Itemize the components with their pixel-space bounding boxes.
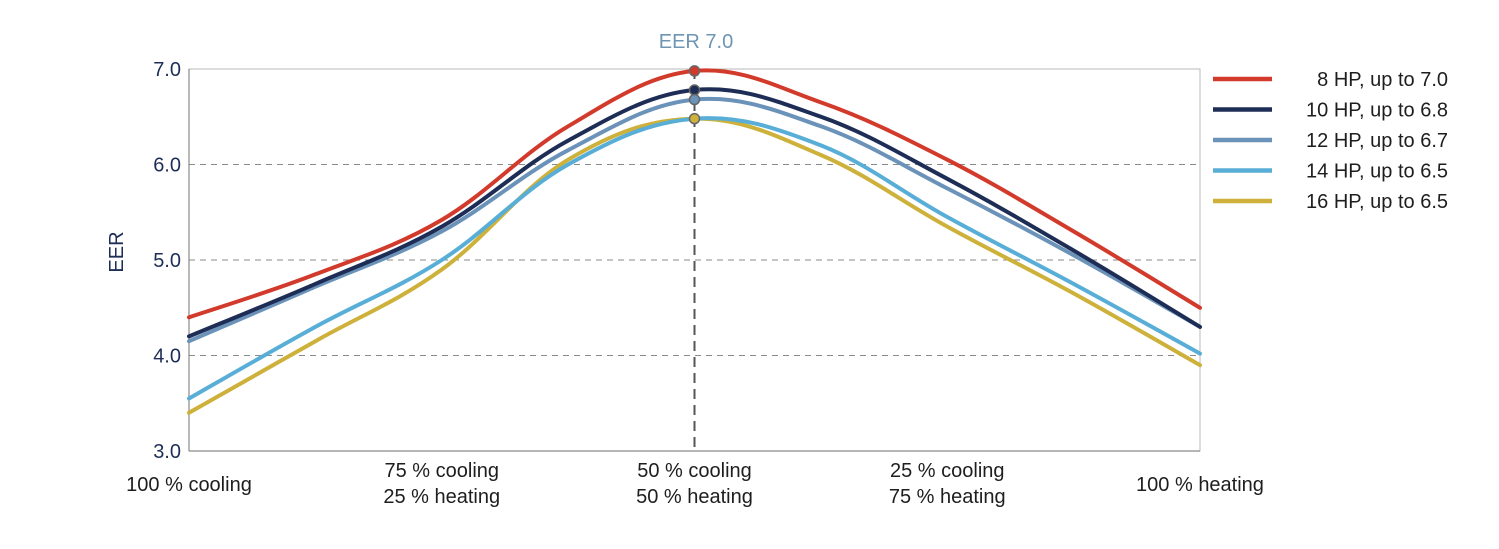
legend-label: 16 HP, up to 6.5 xyxy=(1306,191,1448,213)
y-tick-label: 4.0 xyxy=(153,346,181,368)
legend-item: 10 HP, up to 6.8 xyxy=(1213,100,1448,122)
legend-label: 10 HP, up to 6.8 xyxy=(1306,100,1448,122)
legend-item: 14 HP, up to 6.5 xyxy=(1213,161,1448,183)
y-tick-label: 3.0 xyxy=(153,441,181,463)
peak-markers xyxy=(688,65,701,125)
y-axis-label: EER xyxy=(106,231,128,272)
y-axis-ticks: 7.0 6.0 5.0 4.0 3.0 xyxy=(153,59,181,463)
legend-item: 12 HP, up to 6.7 xyxy=(1213,130,1448,152)
x-tick-label: 75 % heating xyxy=(889,486,1006,508)
peak-marker-4 xyxy=(688,112,701,125)
y-tick-label: 5.0 xyxy=(153,250,181,272)
legend-item: 8 HP, up to 7.0 xyxy=(1213,69,1448,91)
legend: 8 HP, up to 7.0 10 HP, up to 6.8 12 HP, up… xyxy=(1213,69,1448,213)
y-tick-label: 7.0 xyxy=(153,59,181,81)
legend-label: 14 HP, up to 6.5 xyxy=(1306,161,1448,183)
x-tick-label: 75 % cooling xyxy=(384,460,499,482)
peak-marker-2 xyxy=(688,84,701,96)
legend-label: 8 HP, up to 7.0 xyxy=(1317,69,1448,91)
x-tick-label: 25 % heating xyxy=(383,486,500,508)
y-tick-label: 6.0 xyxy=(153,155,181,177)
peak-marker-3 xyxy=(688,93,701,106)
legend-item: 16 HP, up to 6.5 xyxy=(1213,191,1448,213)
peak-annotation-label: EER 7.0 xyxy=(659,31,733,53)
x-tick-label: 100 % heating xyxy=(1136,474,1264,496)
peak-marker-1 xyxy=(688,65,701,77)
x-tick-label: 50 % cooling xyxy=(637,460,752,482)
x-tick-label: 25 % cooling xyxy=(890,460,1005,482)
series-line-4 xyxy=(187,116,1202,401)
x-tick-label: 50 % heating xyxy=(636,486,753,508)
x-tick-label: 100 % cooling xyxy=(126,474,252,496)
x-axis-ticks: 100 % cooling 75 % cooling 25 % heating 50 … xyxy=(126,460,1264,508)
legend-label: 12 HP, up to 6.7 xyxy=(1306,130,1448,152)
